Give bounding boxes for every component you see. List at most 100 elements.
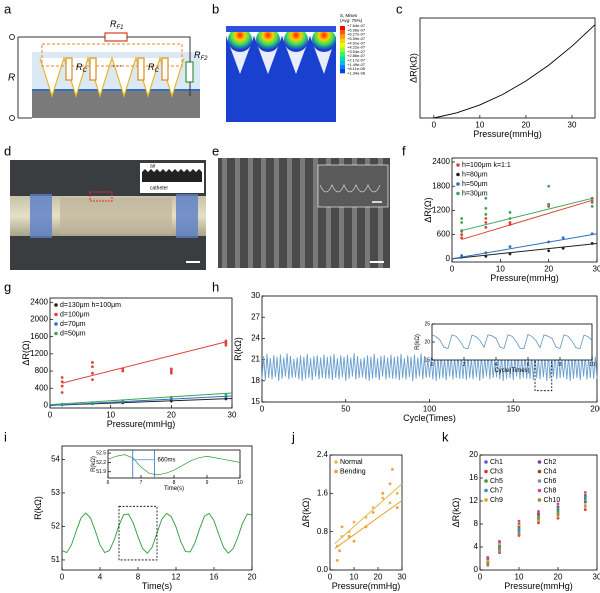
legend-label: Ch7 — [490, 487, 503, 494]
stripe — [378, 158, 383, 268]
y-tick-label: 20 — [469, 450, 478, 459]
y-tick-label: 1200 — [432, 206, 450, 215]
x-tick-label: 0 — [450, 264, 455, 273]
point — [547, 240, 551, 244]
legend-label: h=80μm — [462, 171, 488, 178]
point — [547, 249, 551, 253]
legend-label: Ch6 — [544, 478, 557, 485]
stripe — [326, 158, 331, 268]
point — [364, 515, 368, 519]
subscript: F2 — [201, 56, 209, 62]
resistor — [89, 57, 97, 81]
point — [517, 523, 521, 527]
fit-line — [49, 392, 233, 406]
plot-frame — [419, 17, 596, 119]
point — [169, 369, 173, 373]
x-tick-label: 200 — [590, 404, 600, 413]
point — [460, 229, 464, 232]
y-axis-label: ΔR(Ω) — [423, 197, 433, 222]
point — [508, 221, 512, 224]
x-tick-label: 7 — [140, 480, 143, 486]
x-tick-label: 30 — [568, 120, 577, 129]
point — [590, 198, 594, 202]
legend-label: Ch4 — [544, 468, 557, 475]
symbol: R — [110, 19, 117, 29]
fit-line — [451, 233, 598, 260]
x-tick-label: 20 — [248, 572, 257, 581]
resistor — [137, 57, 145, 81]
point — [537, 512, 540, 516]
point — [460, 221, 464, 224]
point — [60, 391, 64, 394]
legend-marker — [54, 331, 58, 336]
chart: 0 10 20 30 0 400 800 1200 1600 2000 2400 Pressure(m… — [21, 297, 237, 429]
x-tick-label: 0 — [260, 404, 265, 413]
legend-marker — [456, 172, 460, 177]
y-axis-label: R(kΩ) — [233, 337, 243, 361]
y-axis-label: ΔR(kΩ) — [408, 53, 418, 83]
legend-marker — [537, 479, 542, 483]
point — [556, 511, 560, 514]
legend-marker — [484, 469, 488, 474]
resistor — [65, 57, 73, 81]
point — [60, 380, 64, 384]
point — [60, 402, 64, 406]
x-tick-label: 8 — [136, 572, 141, 581]
point — [388, 482, 392, 486]
y-tick-label: 2400 — [432, 157, 450, 166]
point — [590, 200, 594, 204]
symbol: R — [76, 62, 83, 72]
plot-frame — [431, 323, 593, 361]
panel-label: b — [212, 1, 219, 16]
y-tick-label: 800 — [35, 366, 49, 375]
y-tick-label: 400 — [35, 383, 49, 392]
y-axis-label: ΔR(Ω) — [21, 340, 31, 365]
inset-label: air — [150, 163, 156, 169]
color-band — [340, 26, 345, 31]
y-tick-label: 16 — [469, 473, 478, 482]
resistor-label: RC — [148, 62, 160, 73]
point — [364, 525, 368, 529]
y-tick-label: 0.0 — [317, 565, 329, 574]
point — [508, 252, 512, 256]
legend-label: Normal — [340, 459, 363, 466]
line — [107, 454, 241, 476]
legend-marker — [484, 498, 488, 502]
color-band — [340, 64, 345, 69]
chart: 0 2 4 6 8 10 15 20 25 Cycle(Times) R(kΩ) — [415, 321, 595, 374]
point — [391, 467, 394, 471]
legend-label: Ch3 — [490, 468, 503, 475]
point — [498, 539, 501, 543]
point — [498, 550, 501, 553]
x-axis-label: Pressure(mmHg) — [504, 581, 573, 591]
legend-label: Ch8 — [544, 487, 557, 494]
y-tick-label: 2400 — [30, 297, 48, 306]
stripe — [274, 158, 279, 268]
color-band — [340, 69, 345, 74]
point — [169, 371, 173, 375]
x-tick-label: 20 — [554, 572, 563, 581]
stripe — [235, 158, 240, 268]
chart: 0 10 20 30 0 600 1200 1800 2400 Pressure(mmHg) ΔR(… — [423, 157, 600, 283]
point — [547, 202, 551, 206]
microstructure — [39, 56, 185, 98]
legend-marker — [537, 460, 542, 464]
point — [517, 519, 521, 523]
point — [352, 520, 356, 524]
point — [517, 532, 521, 536]
x-tick-label: 30 — [228, 410, 237, 419]
inset-layer — [142, 172, 202, 182]
legend-marker — [456, 163, 460, 167]
legend-marker — [54, 312, 58, 317]
panel-label: d — [4, 143, 11, 158]
fit-line — [451, 242, 598, 260]
x-tick-label: 50 — [341, 404, 350, 413]
band — [30, 194, 52, 238]
point — [224, 392, 228, 396]
color-band — [340, 47, 345, 52]
x-tick-label: 6 — [527, 362, 530, 368]
color-band — [340, 56, 345, 61]
legend-label: h=30μm — [462, 190, 488, 197]
x-axis-label: Pressure(mmHg) — [332, 581, 401, 591]
